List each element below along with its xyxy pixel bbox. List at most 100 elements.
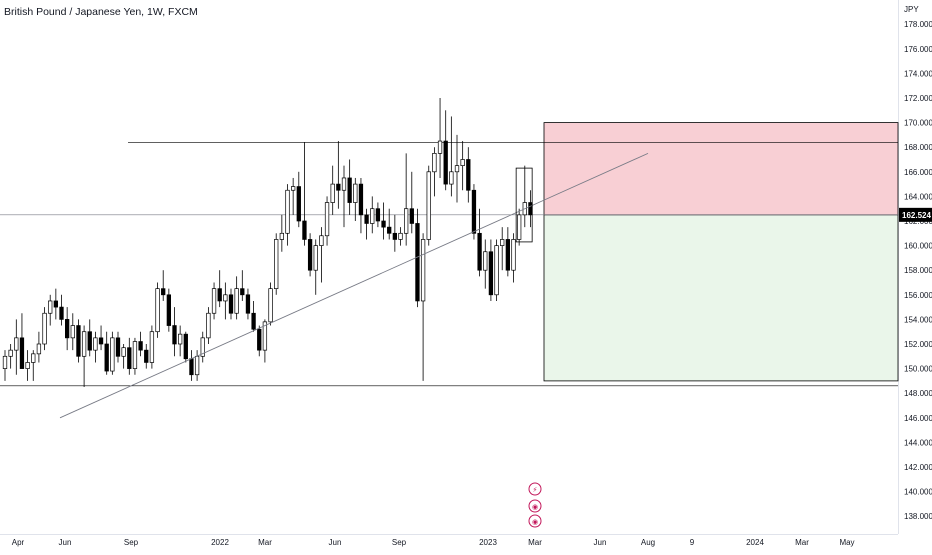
candle-down bbox=[240, 288, 245, 296]
candle-up bbox=[132, 341, 138, 369]
candle-down bbox=[172, 325, 177, 345]
candle-up bbox=[404, 208, 409, 234]
candle-down bbox=[409, 208, 414, 224]
candle-up bbox=[149, 331, 155, 363]
candle-down bbox=[189, 358, 194, 376]
price-tick-label: 148.000 bbox=[904, 389, 932, 398]
candle-up bbox=[42, 312, 47, 345]
candle-up bbox=[398, 232, 403, 240]
time-tick-label: 2023 bbox=[479, 538, 497, 547]
candle-up bbox=[31, 353, 36, 363]
candle-down bbox=[217, 288, 222, 302]
candle-down bbox=[53, 300, 58, 308]
candle-up bbox=[194, 355, 200, 376]
event-marker-icon: ⚡ bbox=[528, 482, 542, 496]
price-tick-label: 156.000 bbox=[904, 291, 932, 300]
price-tick-label: 144.000 bbox=[904, 438, 932, 447]
candle-down bbox=[98, 337, 104, 345]
event-marker-icon: ◉ bbox=[528, 499, 542, 513]
candle-down bbox=[466, 159, 471, 191]
candle-up bbox=[291, 186, 296, 191]
candle-up bbox=[426, 171, 431, 240]
candle-down bbox=[443, 140, 448, 185]
time-tick-label: 2022 bbox=[211, 538, 229, 547]
last-price-label: 162.524 bbox=[902, 211, 931, 220]
candle-down bbox=[127, 347, 132, 369]
event-marker-circle bbox=[528, 499, 542, 513]
time-tick-label: Jun bbox=[594, 538, 607, 547]
candle-down bbox=[104, 343, 109, 372]
price-tick-label: 142.000 bbox=[904, 463, 932, 472]
candle-up bbox=[110, 337, 115, 372]
candle-down bbox=[64, 319, 70, 339]
candle-up bbox=[93, 337, 98, 351]
event-marker-glyph: ◉ bbox=[532, 519, 538, 526]
candle-down bbox=[392, 232, 397, 240]
candle-up bbox=[454, 165, 460, 173]
candle-up bbox=[420, 239, 426, 302]
candle-up bbox=[274, 239, 279, 289]
candle-down bbox=[505, 239, 510, 271]
price-tick-label: 160.000 bbox=[904, 242, 932, 251]
candle-down bbox=[245, 294, 251, 314]
candle-down bbox=[183, 333, 188, 360]
candle-down bbox=[471, 189, 477, 234]
candle-down bbox=[415, 223, 420, 302]
candle-down bbox=[166, 294, 172, 326]
candle-down bbox=[161, 288, 166, 296]
candle-down bbox=[364, 214, 369, 224]
candle-up bbox=[223, 294, 228, 302]
time-tick-label: Jun bbox=[59, 538, 72, 547]
candle-down bbox=[477, 232, 482, 271]
price-tick-label: 172.000 bbox=[904, 94, 932, 103]
time-tick-label: Apr bbox=[12, 538, 25, 547]
candle-down bbox=[336, 183, 341, 191]
candle-up bbox=[25, 362, 30, 369]
candle-up bbox=[81, 331, 87, 357]
candle-down bbox=[307, 239, 313, 271]
time-tick-label: Mar bbox=[258, 538, 272, 547]
chart-title: British Pound / Japanese Yen, 1W, FXCM bbox=[4, 6, 198, 18]
price-tick-label: 178.000 bbox=[904, 20, 932, 29]
time-tick-label: Mar bbox=[528, 538, 542, 547]
candle-up bbox=[2, 355, 8, 369]
candle-up bbox=[516, 214, 522, 240]
candle-up bbox=[494, 245, 499, 296]
time-tick-label: Mar bbox=[795, 538, 809, 547]
candle-up bbox=[353, 183, 358, 203]
candle-up bbox=[319, 235, 324, 246]
candle-up bbox=[206, 312, 211, 339]
candle-down bbox=[381, 220, 386, 228]
time-tick-label: 2024 bbox=[746, 538, 764, 547]
price-tick-label: 164.000 bbox=[904, 192, 932, 201]
take-profit-zone bbox=[543, 214, 899, 382]
candle-up bbox=[432, 153, 437, 173]
price-tick-label: 146.000 bbox=[904, 414, 932, 423]
stop-loss-zone bbox=[543, 122, 899, 216]
price-tick-label: 138.000 bbox=[904, 512, 932, 521]
price-tick-label: 158.000 bbox=[904, 266, 932, 275]
candle-down bbox=[387, 226, 392, 234]
price-tick-label: 150.000 bbox=[904, 365, 932, 374]
candle-up bbox=[511, 239, 516, 271]
candle-up bbox=[121, 347, 126, 357]
candle-down bbox=[144, 349, 149, 363]
candle-up bbox=[330, 183, 335, 203]
candle-down bbox=[87, 331, 92, 351]
candle-down bbox=[488, 251, 494, 296]
candle-up bbox=[313, 245, 318, 271]
price-tick-label: 140.000 bbox=[904, 488, 932, 497]
candle-up bbox=[200, 337, 205, 357]
candle-up bbox=[449, 171, 454, 185]
event-marker-circle bbox=[528, 482, 542, 496]
candle-down bbox=[375, 208, 381, 222]
candle-up bbox=[500, 239, 505, 246]
price-tick-label: 176.000 bbox=[904, 45, 932, 54]
price-tick-label: 166.000 bbox=[904, 168, 932, 177]
last-price-badge bbox=[899, 207, 932, 222]
candle-down bbox=[257, 328, 262, 351]
candle-down bbox=[115, 337, 121, 357]
time-tick-label: Jun bbox=[329, 538, 342, 547]
